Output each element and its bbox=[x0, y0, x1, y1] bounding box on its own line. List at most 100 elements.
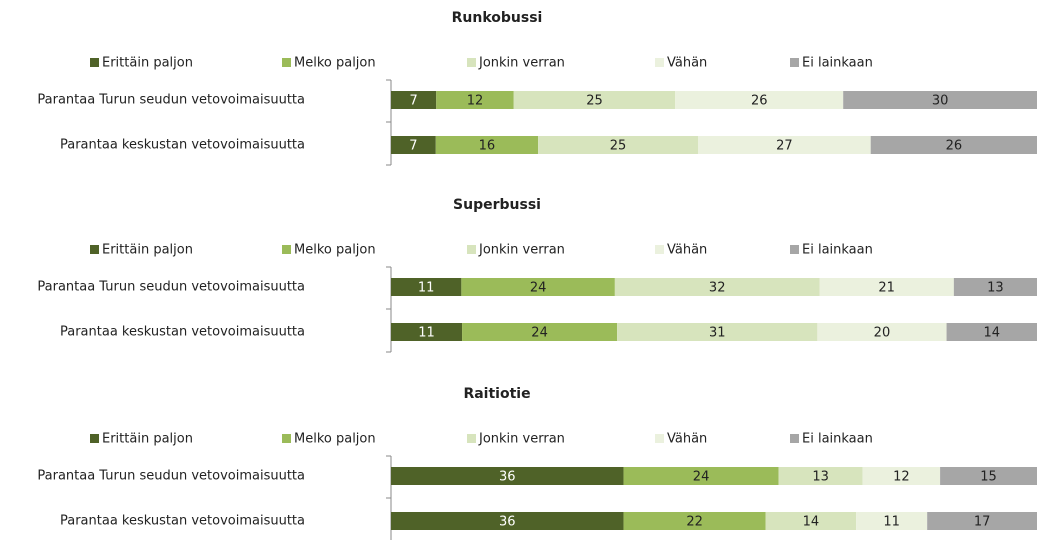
legend-swatch bbox=[467, 245, 476, 254]
bar-segment bbox=[940, 467, 1037, 485]
bar-value-label: 15 bbox=[980, 470, 997, 485]
bar-value-label: 24 bbox=[693, 470, 710, 485]
bar-value-label: 26 bbox=[751, 94, 768, 109]
bar-segment bbox=[817, 323, 947, 341]
legend-swatch bbox=[655, 58, 664, 67]
bar-segment bbox=[614, 278, 820, 296]
legend-label: Jonkin verran bbox=[478, 56, 565, 71]
legend-label: Ei lainkaan bbox=[802, 56, 873, 71]
bar-value-label: 7 bbox=[409, 139, 417, 154]
bar-segment bbox=[927, 512, 1037, 530]
legend-label: Erittäin paljon bbox=[102, 432, 193, 447]
bar-segment bbox=[819, 278, 954, 296]
category-label: Parantaa keskustan vetovoimaisuutta bbox=[60, 514, 305, 529]
legend-label: Melko paljon bbox=[294, 432, 376, 447]
bar-segment bbox=[870, 136, 1037, 154]
bar-segment bbox=[391, 278, 462, 296]
bar-segment bbox=[617, 323, 818, 341]
legend-swatch bbox=[790, 434, 799, 443]
bar-value-label: 21 bbox=[878, 281, 895, 296]
bar-value-label: 11 bbox=[418, 326, 435, 341]
bar-value-label: 30 bbox=[932, 94, 949, 109]
bar-value-label: 14 bbox=[803, 515, 820, 530]
bar-segment bbox=[946, 323, 1037, 341]
chart-title: Runkobussi bbox=[452, 10, 543, 26]
bar-value-label: 24 bbox=[530, 281, 547, 296]
bar-segment bbox=[391, 323, 463, 341]
legend-swatch bbox=[655, 245, 664, 254]
category-label: Parantaa Turun seudun vetovoimaisuutta bbox=[37, 93, 305, 108]
bar-value-label: 7 bbox=[409, 94, 417, 109]
legend-swatch bbox=[90, 58, 99, 67]
bar-value-label: 31 bbox=[709, 326, 726, 341]
bar-value-label: 26 bbox=[946, 139, 963, 154]
bar-value-label: 17 bbox=[974, 515, 991, 530]
bar-segment bbox=[765, 512, 857, 530]
legend-label: Jonkin verran bbox=[478, 243, 565, 258]
bar-segment bbox=[862, 467, 941, 485]
category-label: Parantaa keskustan vetovoimaisuutta bbox=[60, 325, 305, 340]
bar-value-label: 22 bbox=[686, 515, 703, 530]
bar-value-label: 13 bbox=[812, 470, 829, 485]
bar-segment bbox=[856, 512, 928, 530]
legend-swatch bbox=[655, 434, 664, 443]
legend-label: Erittäin paljon bbox=[102, 243, 193, 258]
legend-label: Erittäin paljon bbox=[102, 56, 193, 71]
legend-swatch bbox=[90, 245, 99, 254]
legend-swatch bbox=[790, 245, 799, 254]
bar-value-label: 14 bbox=[984, 326, 1001, 341]
bar-segment bbox=[436, 91, 514, 109]
bar-value-label: 32 bbox=[709, 281, 726, 296]
bar-segment bbox=[513, 91, 676, 109]
bar-segment bbox=[953, 278, 1037, 296]
bar-value-label: 36 bbox=[499, 470, 516, 485]
chart-title: Superbussi bbox=[453, 197, 541, 213]
category-label: Parantaa Turun seudun vetovoimaisuutta bbox=[37, 469, 305, 484]
legend-swatch bbox=[282, 245, 291, 254]
bar-value-label: 20 bbox=[874, 326, 891, 341]
bar-value-label: 12 bbox=[467, 94, 484, 109]
bar-value-label: 13 bbox=[987, 281, 1004, 296]
legend-swatch bbox=[467, 58, 476, 67]
bar-segment bbox=[391, 467, 624, 485]
legend-label: Jonkin verran bbox=[478, 432, 565, 447]
bar-segment bbox=[391, 136, 436, 154]
legend-label: Vähän bbox=[667, 432, 707, 447]
legend-swatch bbox=[282, 58, 291, 67]
bar-segment bbox=[623, 512, 766, 530]
legend-swatch bbox=[282, 434, 291, 443]
bar-value-label: 11 bbox=[883, 515, 900, 530]
bar-segment bbox=[461, 278, 615, 296]
bar-value-label: 16 bbox=[479, 139, 496, 154]
bar-value-label: 27 bbox=[776, 139, 793, 154]
category-label: Parantaa Turun seudun vetovoimaisuutta bbox=[37, 280, 305, 295]
legend-label: Melko paljon bbox=[294, 56, 376, 71]
bar-segment bbox=[391, 91, 437, 109]
bar-segment bbox=[462, 323, 618, 341]
category-label: Parantaa keskustan vetovoimaisuutta bbox=[60, 138, 305, 153]
bar-segment bbox=[435, 136, 539, 154]
bar-value-label: 36 bbox=[499, 515, 516, 530]
legend-swatch bbox=[90, 434, 99, 443]
bar-value-label: 24 bbox=[531, 326, 548, 341]
bar-segment bbox=[698, 136, 871, 154]
legend-swatch bbox=[790, 58, 799, 67]
bar-segment bbox=[675, 91, 844, 109]
legend-label: Ei lainkaan bbox=[802, 243, 873, 258]
legend-label: Ei lainkaan bbox=[802, 432, 873, 447]
legend-label: Vähän bbox=[667, 243, 707, 258]
bar-segment bbox=[391, 512, 624, 530]
bar-value-label: 25 bbox=[586, 94, 603, 109]
legend-label: Vähän bbox=[667, 56, 707, 71]
bar-segment bbox=[843, 91, 1037, 109]
bar-value-label: 25 bbox=[610, 139, 627, 154]
bar-segment bbox=[623, 467, 779, 485]
bar-segment bbox=[538, 136, 699, 154]
legend-label: Melko paljon bbox=[294, 243, 376, 258]
bar-value-label: 11 bbox=[418, 281, 435, 296]
legend-swatch bbox=[467, 434, 476, 443]
chart-title: Raitiotie bbox=[463, 386, 530, 402]
bar-value-label: 12 bbox=[893, 470, 910, 485]
bar-segment bbox=[778, 467, 863, 485]
